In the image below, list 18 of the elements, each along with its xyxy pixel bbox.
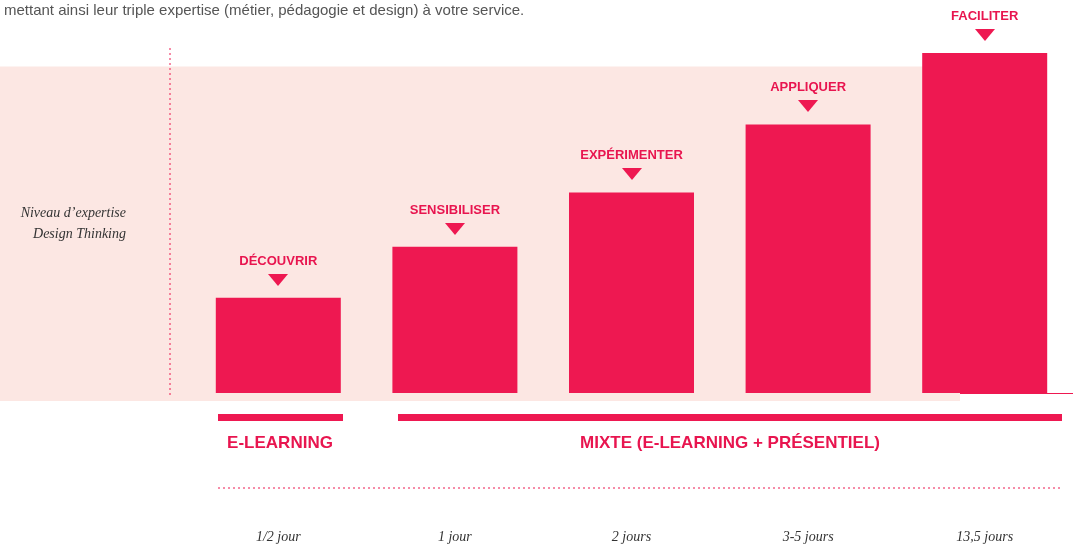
x-tick-label: 1/2 jour: [255, 528, 302, 544]
text: E-LEARNING: [227, 433, 333, 452]
annotation: SENSIBILISER: [409, 201, 501, 217]
x-tick-label: 13,5 jours: [956, 528, 1014, 544]
x-tick-label: 1 jour: [437, 528, 473, 544]
bar: [215, 297, 341, 393]
bar: [569, 192, 694, 393]
bar: [745, 124, 871, 393]
text: MIXTE (E-LEARNING + PRÉSENTIEL): [580, 433, 880, 452]
text: mettant ainsi leur triple expertise (métier, pédagogie et design) à votre service.: [4, 1, 525, 18]
annotation: APPLIQUER: [770, 79, 847, 95]
annotation: FACILITER: [951, 8, 1019, 23]
annotation: DÉCOUVRIR: [239, 252, 318, 268]
y-axis-title: Niveau d’expertise Design Thinking: [19, 205, 126, 241]
x-tick-label: 2 jours: [611, 528, 652, 544]
bar: [392, 246, 518, 393]
x-tick-label: 3-5 jours: [781, 528, 835, 544]
annotation: EXPÉRIMENTER: [580, 147, 684, 163]
